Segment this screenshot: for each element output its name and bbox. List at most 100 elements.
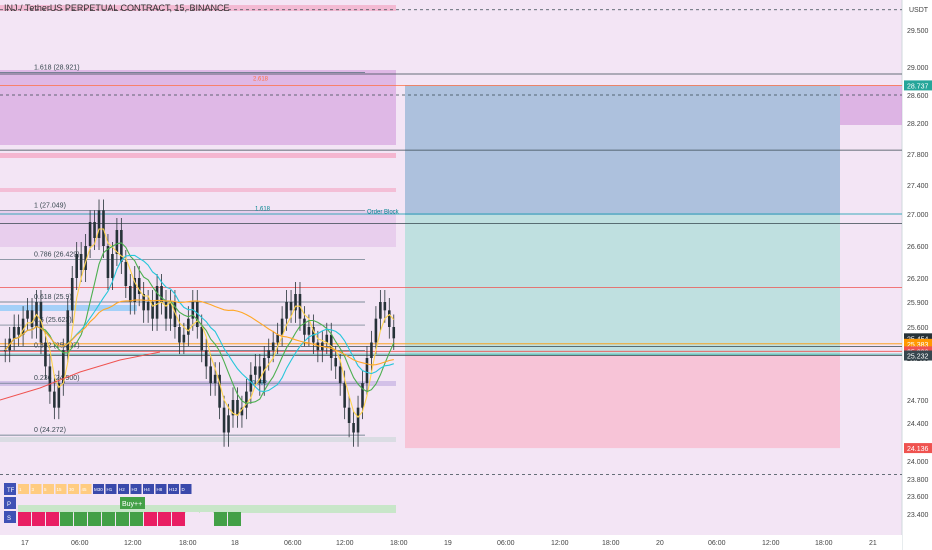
candle-body (106, 246, 110, 278)
tf-cell (118, 484, 129, 494)
candle-body (93, 222, 96, 238)
y-tick-label: 23.600 (907, 494, 929, 501)
candle-body (53, 391, 56, 408)
x-tick-label: 18 (231, 540, 239, 547)
candle-body (30, 310, 34, 327)
candle-body (307, 327, 311, 335)
price-axis-background (902, 0, 932, 550)
price-tag (904, 350, 932, 361)
right-zone (840, 85, 902, 125)
zone-band-1 (0, 153, 396, 158)
candle-body (222, 407, 226, 433)
s-row-cell (158, 512, 171, 526)
tf-cell (43, 484, 54, 494)
candle-body (84, 246, 87, 270)
tf-cell-label: H12 (169, 487, 178, 492)
candle-body (88, 222, 92, 246)
y-tick-label: 29.000 (907, 65, 929, 72)
candle-body (231, 400, 235, 416)
x-tick-label: 12:00 (124, 540, 142, 547)
tf-cell-label: 45 (82, 487, 88, 492)
s-row-cell (214, 512, 227, 526)
candle-body (115, 230, 119, 254)
price-tag (904, 443, 932, 454)
x-tick-label: 17 (21, 540, 29, 547)
candle-body (26, 310, 29, 319)
candle-body (204, 350, 208, 367)
y-tick-label: 26.600 (907, 244, 929, 251)
zone-band-2 (0, 188, 396, 192)
candle-body (325, 334, 329, 343)
candle-body (289, 302, 293, 311)
price-tag (904, 333, 932, 344)
tf-cell (93, 484, 104, 494)
tf-cell-label: H3 (132, 487, 138, 492)
tf-cell (18, 484, 29, 494)
y-tick-label: 25.600 (907, 325, 929, 332)
fib-label: 0.5 (25.623) (34, 317, 72, 324)
candle-body (44, 342, 47, 367)
candle-body (48, 366, 52, 392)
candle-body (57, 383, 61, 408)
supply-zone (0, 70, 396, 145)
candle-body (169, 302, 172, 319)
candle-body (280, 318, 284, 335)
candle-body (187, 318, 190, 335)
s-row-cell (200, 512, 213, 526)
x-tick-label: 06:00 (71, 540, 89, 547)
s-row-cell (60, 512, 73, 526)
x-tick-label: 20 (656, 540, 664, 547)
candle-body (79, 254, 83, 270)
s-row-cell (172, 512, 185, 526)
candle-body (254, 366, 257, 375)
candle-body (245, 391, 248, 408)
chart-header: INJ / TetherUS PERPETUAL CONTRACT, 15, B… (4, 3, 230, 13)
x-tick-label: 19 (444, 540, 452, 547)
tf-cell (105, 484, 117, 494)
candle-body (213, 374, 217, 384)
tf-cell-label: 5 (44, 487, 47, 492)
candle-body (379, 302, 382, 319)
y-tick-label: 25.900 (907, 300, 929, 307)
tf-cell (55, 484, 67, 494)
s-row-cell (18, 512, 31, 526)
ribbon-row-label: P (7, 502, 11, 508)
candle-body (21, 318, 25, 335)
candle-body (361, 383, 364, 408)
tf-cell-label: 3 (32, 487, 35, 492)
candle-body (356, 407, 360, 433)
candle-body (173, 302, 177, 327)
x-tick-label: 06:00 (497, 540, 515, 547)
candle-body (3, 350, 7, 352)
candle-body (374, 318, 378, 343)
tf-cell (155, 484, 167, 494)
moving-average-line (4, 299, 394, 366)
s-row-cell (130, 512, 143, 526)
y-tick-label: 27.000 (907, 212, 929, 219)
s-row-cell (186, 512, 199, 526)
candle-body (334, 358, 338, 367)
x-tick-label: 12:00 (762, 540, 780, 547)
y-tick-label: 23.800 (907, 477, 929, 484)
price-tag-label: 28.737 (907, 83, 929, 90)
price-tag-label: 25.232 (907, 354, 929, 361)
y-tick-label: 24.000 (907, 459, 929, 466)
y-tick-label: 23.400 (907, 512, 929, 519)
x-tick-label: 18:00 (815, 540, 833, 547)
x-tick-label: 18:00 (179, 540, 197, 547)
tf-cell-label: 30 (69, 487, 75, 492)
fib-label: 0.382 (25.297) (34, 342, 80, 349)
candle-body (195, 302, 199, 327)
candle-body (249, 374, 253, 392)
candle-body (155, 286, 159, 319)
price-tag-label: 25.383 (907, 342, 929, 349)
candle-body (146, 302, 150, 311)
y-tick-label: 29.500 (907, 28, 929, 35)
blue-band (0, 305, 137, 311)
fib-label: 1.618 (28.921) (34, 65, 80, 72)
tf-cell-label: D (182, 487, 186, 492)
candle-body (267, 350, 271, 358)
candle-body (258, 366, 262, 384)
candle-body (111, 254, 114, 278)
